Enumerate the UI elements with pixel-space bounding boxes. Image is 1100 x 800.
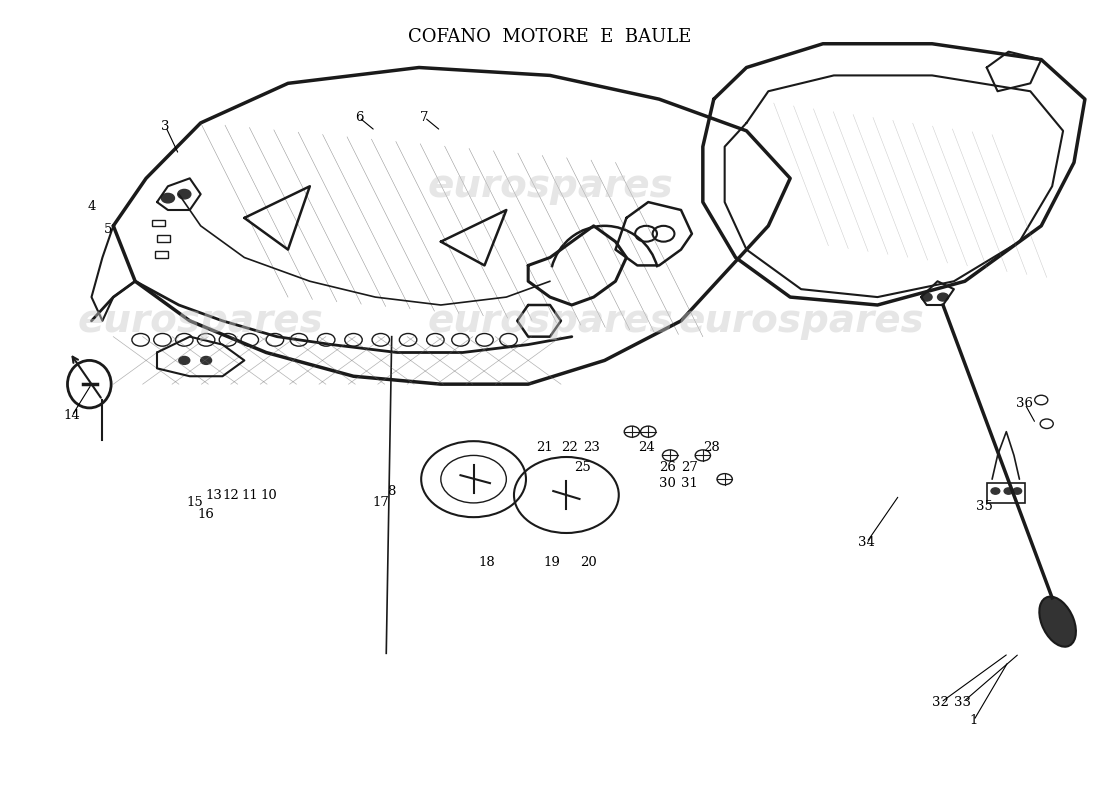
Text: 11: 11 [241,489,258,502]
Text: 19: 19 [543,556,561,569]
Text: 18: 18 [478,556,495,569]
Text: 3: 3 [162,120,170,134]
Text: 17: 17 [373,497,389,510]
Circle shape [178,190,190,199]
Text: 25: 25 [574,461,591,474]
Text: 8: 8 [387,485,396,498]
Text: 1: 1 [969,714,978,727]
Text: 12: 12 [223,489,240,502]
Text: 16: 16 [198,508,214,522]
Circle shape [1004,488,1013,494]
Text: eurospares: eurospares [679,302,924,340]
Ellipse shape [1040,597,1076,646]
Circle shape [991,488,1000,494]
Text: 20: 20 [580,556,596,569]
Text: 14: 14 [64,410,80,422]
Circle shape [1013,488,1022,494]
Bar [157,235,170,242]
Text: 32: 32 [933,696,949,709]
Text: 30: 30 [660,477,676,490]
Bar [987,483,1025,503]
Text: 21: 21 [536,441,553,454]
Text: 4: 4 [87,199,96,213]
Text: 6: 6 [354,111,363,124]
Text: eurospares: eurospares [427,302,673,340]
Bar [155,251,168,258]
Bar [152,219,165,226]
Circle shape [200,357,211,364]
Text: 10: 10 [260,489,277,502]
Text: 15: 15 [187,497,204,510]
Circle shape [162,194,175,203]
Text: 13: 13 [206,489,222,502]
Text: COFANO  MOTORE  E  BAULE: COFANO MOTORE E BAULE [408,28,692,46]
Circle shape [921,293,932,301]
Text: 27: 27 [681,461,698,474]
Text: 34: 34 [858,536,874,549]
Text: eurospares: eurospares [78,302,323,340]
Text: 7: 7 [420,111,429,124]
Text: 22: 22 [561,441,578,454]
Text: 26: 26 [660,461,676,474]
Text: 36: 36 [1016,398,1033,410]
Text: 24: 24 [638,441,654,454]
Text: 35: 35 [976,500,993,514]
Text: 5: 5 [103,223,112,236]
Text: 31: 31 [681,477,698,490]
Text: eurospares: eurospares [427,167,673,206]
Text: 33: 33 [954,696,971,709]
Circle shape [179,357,189,364]
Text: 28: 28 [703,441,719,454]
Text: 23: 23 [583,441,600,454]
Circle shape [937,293,948,301]
